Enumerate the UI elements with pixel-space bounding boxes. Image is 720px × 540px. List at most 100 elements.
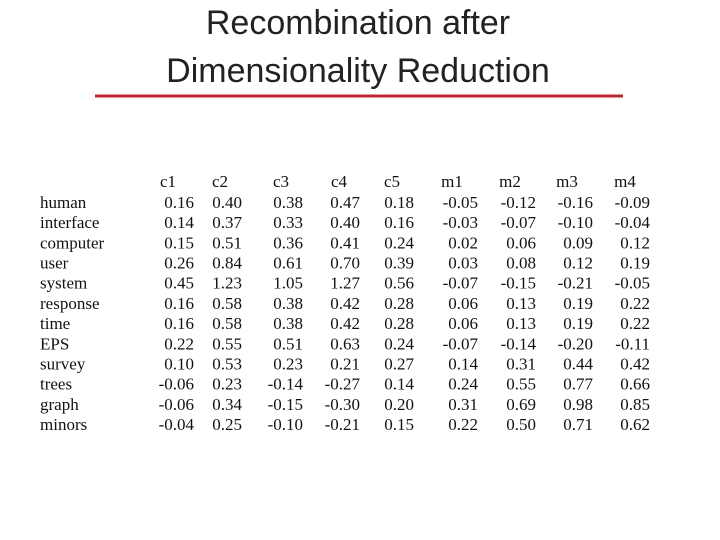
cell: -0.27 — [325, 375, 361, 394]
cell: 0.14 — [448, 355, 478, 374]
cell: 0.16 — [164, 193, 194, 212]
cell: 0.31 — [448, 395, 478, 414]
cell: 1.05 — [273, 274, 303, 293]
cell: 0.61 — [273, 254, 303, 273]
cell: 0.28 — [384, 314, 414, 333]
cell: -0.07 — [443, 334, 479, 353]
row-label: graph — [40, 395, 79, 414]
title-line: Recombination after — [206, 4, 510, 42]
cell: 0.14 — [384, 375, 414, 394]
cell: 0.31 — [506, 355, 536, 374]
cell: 0.10 — [164, 355, 194, 374]
column-header: c2 — [212, 172, 228, 191]
row-label: EPS — [40, 334, 69, 353]
column-header: c1 — [160, 172, 176, 191]
cell: 0.23 — [212, 375, 242, 394]
column-header: m2 — [499, 172, 521, 191]
cell: 1.27 — [330, 274, 360, 293]
cell: 0.33 — [273, 213, 303, 232]
cell: -0.04 — [159, 415, 195, 434]
row-label: user — [40, 254, 69, 273]
cell: 0.21 — [330, 355, 360, 374]
cell: 0.26 — [164, 254, 194, 273]
cell: 0.15 — [384, 415, 414, 434]
cell: 0.18 — [384, 193, 414, 212]
cell: 0.13 — [506, 314, 536, 333]
cell: 0.24 — [448, 375, 478, 394]
cell: -0.03 — [443, 213, 478, 232]
column-header: c5 — [384, 172, 400, 191]
cell: -0.06 — [159, 375, 194, 394]
cell: 0.20 — [384, 395, 414, 414]
cell: 0.22 — [164, 334, 194, 353]
cell: 0.34 — [212, 395, 242, 414]
cell: 0.63 — [330, 334, 360, 353]
cell: 0.19 — [620, 254, 650, 273]
cell: 0.55 — [212, 334, 242, 353]
cell: -0.06 — [159, 395, 194, 414]
cell: -0.14 — [501, 334, 537, 353]
cell: -0.30 — [325, 395, 360, 414]
cell: -0.10 — [558, 213, 593, 232]
cell: -0.09 — [615, 193, 650, 212]
cell: -0.21 — [325, 415, 360, 434]
cell: 0.85 — [620, 395, 650, 414]
cell: -0.16 — [558, 193, 593, 212]
row-label: interface — [40, 213, 99, 232]
cell: 0.16 — [164, 314, 194, 333]
cell: 0.44 — [563, 355, 593, 374]
cell: 0.45 — [164, 274, 194, 293]
cell: 0.77 — [563, 375, 593, 394]
cell: -0.07 — [501, 213, 537, 232]
cell: -0.21 — [558, 274, 593, 293]
column-header: m1 — [441, 172, 463, 191]
cell: 0.25 — [212, 415, 242, 434]
cell: 0.27 — [384, 355, 414, 374]
row-label: system — [40, 274, 87, 293]
cell: 0.98 — [563, 395, 593, 414]
column-header: c4 — [331, 172, 348, 191]
cell: 0.58 — [212, 314, 242, 333]
cell: 0.12 — [563, 254, 593, 273]
cell: 0.40 — [212, 193, 242, 212]
cell: 0.42 — [620, 355, 650, 374]
cell: 0.62 — [620, 415, 650, 434]
cell: 0.38 — [273, 193, 303, 212]
cell: -0.07 — [443, 274, 479, 293]
cell: 0.22 — [620, 294, 650, 313]
cell: 0.15 — [164, 233, 194, 252]
cell: 0.19 — [563, 294, 593, 313]
cell: 0.42 — [330, 294, 360, 313]
cell: -0.12 — [501, 193, 536, 212]
cell: 0.58 — [212, 294, 242, 313]
cell: -0.10 — [268, 415, 303, 434]
cell: 0.06 — [506, 233, 536, 252]
cell: 0.28 — [384, 294, 414, 313]
row-label: response — [40, 294, 99, 313]
cell: -0.15 — [501, 274, 536, 293]
cell: 0.03 — [448, 254, 478, 273]
cell: 0.16 — [384, 213, 414, 232]
cell: -0.05 — [615, 274, 650, 293]
column-header: m3 — [556, 172, 578, 191]
cell: 0.14 — [164, 213, 194, 232]
cell: 0.22 — [620, 314, 650, 333]
cell: 0.38 — [273, 294, 303, 313]
cell: 0.50 — [506, 415, 536, 434]
cell: 0.24 — [384, 233, 414, 252]
cell: 0.55 — [506, 375, 536, 394]
cell: 0.41 — [330, 233, 360, 252]
row-label: minors — [40, 415, 87, 434]
cell: 0.53 — [212, 355, 242, 374]
cell: 0.19 — [563, 314, 593, 333]
cell: 0.40 — [330, 213, 360, 232]
cell: 0.08 — [506, 254, 536, 273]
cell: 0.51 — [273, 334, 303, 353]
row-label: time — [40, 314, 70, 333]
cell: -0.20 — [558, 334, 593, 353]
cell: -0.05 — [443, 193, 478, 212]
cell: 0.24 — [384, 334, 414, 353]
cell: 0.84 — [212, 254, 242, 273]
cell: -0.15 — [268, 395, 303, 414]
